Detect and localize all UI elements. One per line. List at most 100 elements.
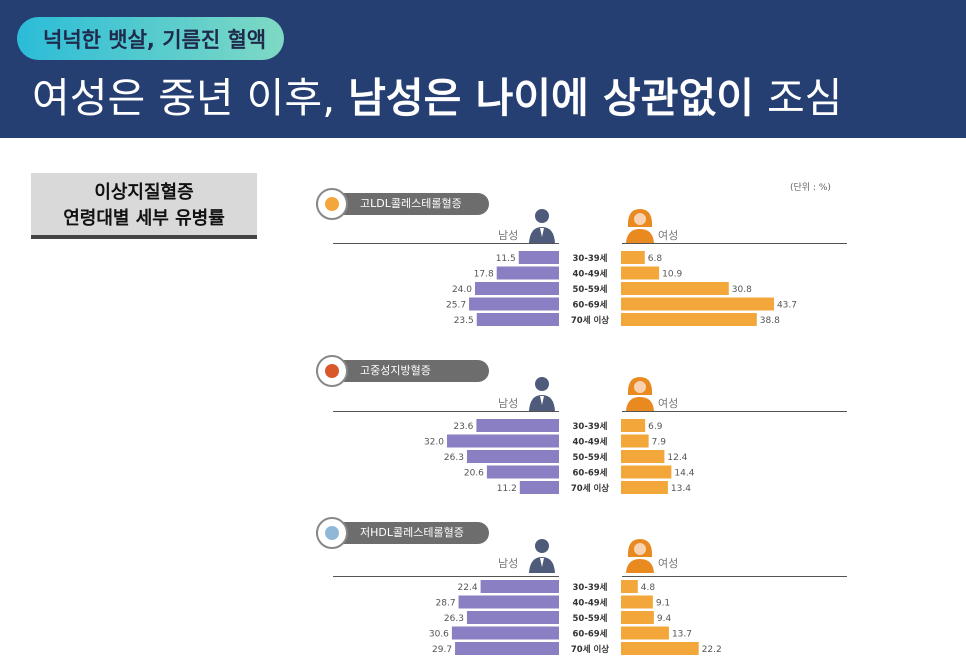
- bar-male: [466, 611, 559, 624]
- bar-male: [519, 481, 559, 494]
- data-label-female: 38.8: [760, 316, 780, 326]
- data-label-male: 23.5: [454, 316, 474, 326]
- bar-female: [621, 434, 649, 448]
- data-label-male: 23.6: [453, 422, 473, 432]
- topic-pill: 넉넉한 뱃살, 기름진 혈액: [17, 17, 285, 60]
- category-label: 30-39세: [572, 421, 607, 432]
- bar-female: [621, 297, 774, 311]
- male-axis-line: [333, 576, 559, 577]
- bar-female: [621, 465, 672, 479]
- data-label-male: 11.5: [496, 254, 516, 264]
- category-label: 60-69세: [572, 300, 607, 311]
- legend-female: 여성: [658, 557, 679, 570]
- female-axis-line: [622, 243, 847, 244]
- category-label: 40-49세: [572, 437, 607, 448]
- bar-female: [621, 642, 699, 655]
- bar-male: [469, 297, 559, 311]
- data-label-female: 13.4: [671, 484, 691, 494]
- legend-female: 여성: [658, 229, 679, 242]
- side-label-line2: 연령대별 세부 유병률: [63, 208, 225, 229]
- page-title: 여성은 중년 이후, 남성은 나이에 상관없이 조심: [32, 64, 842, 124]
- data-label-male: 11.2: [497, 484, 517, 494]
- side-label: 이상지질혈증 연령대별 세부 유병률: [31, 173, 257, 239]
- category-label: 50-59세: [572, 284, 607, 295]
- data-label-male: 29.7: [432, 645, 452, 655]
- legend-male: 남성: [498, 397, 519, 410]
- data-label-male: 25.7: [446, 301, 466, 311]
- bar-female: [621, 595, 653, 609]
- male-axis-line: [333, 411, 559, 412]
- data-label-male: 26.3: [444, 614, 464, 624]
- data-label-female: 6.8: [648, 254, 663, 264]
- data-label-male: 22.4: [458, 583, 478, 593]
- data-label-female: 22.2: [702, 645, 722, 655]
- bar-male: [476, 419, 559, 432]
- data-label-male: 30.6: [429, 630, 449, 640]
- bar-female: [621, 450, 665, 463]
- section-title-tg: 고중성지방혈증: [360, 364, 431, 377]
- bar-male: [486, 465, 559, 479]
- data-label-female: 7.9: [652, 438, 667, 448]
- bar-female: [621, 626, 669, 640]
- bar-female: [621, 313, 757, 326]
- bar-female: [621, 282, 729, 295]
- male-axis-line: [333, 243, 559, 244]
- bar-male: [466, 450, 559, 463]
- data-label-female: 10.9: [662, 270, 682, 280]
- category-label: 50-59세: [572, 613, 607, 624]
- data-label-male: 28.7: [436, 599, 456, 609]
- man-icon: [529, 377, 555, 411]
- data-label-male: 17.8: [474, 270, 494, 280]
- topic-pill-text: 넉넉한 뱃살, 기름진 혈액: [43, 27, 267, 52]
- bar-male: [476, 313, 559, 326]
- category-label: 60-69세: [572, 468, 607, 479]
- section-tab-hdl: 저HDL콜레스테롤혈증: [316, 522, 489, 544]
- data-label-female: 13.7: [672, 630, 692, 640]
- category-label: 50-59세: [572, 452, 607, 463]
- bar-male: [455, 642, 559, 655]
- category-label: 40-49세: [572, 598, 607, 609]
- data-label-female: 12.4: [667, 453, 687, 463]
- category-label: 40-49세: [572, 269, 607, 280]
- data-label-female: 4.8: [641, 583, 656, 593]
- side-label-line1: 이상지질혈증: [94, 182, 194, 203]
- bar-female: [621, 251, 645, 264]
- legend-female: 여성: [658, 397, 679, 410]
- woman-icon: [626, 539, 654, 573]
- bar-female: [621, 580, 638, 593]
- bar-female: [621, 611, 654, 624]
- man-icon: [529, 209, 555, 243]
- section-title-hdl: 저HDL콜레스테롤혈증: [360, 526, 464, 539]
- unit-label: (단위 : %): [790, 183, 831, 193]
- section-tab-tg: 고중성지방혈증: [316, 360, 489, 382]
- female-axis-line: [622, 411, 847, 412]
- blood-cell-icon: [316, 517, 348, 549]
- bar-male: [447, 434, 559, 448]
- category-label: 60-69세: [572, 629, 607, 640]
- section-tab-ldl: 고LDL콜레스테롤혈증: [316, 193, 489, 215]
- title-part-1: 여성은 중년 이후,: [32, 74, 349, 122]
- bar-female: [621, 266, 660, 280]
- data-label-male: 24.0: [452, 285, 472, 295]
- data-label-female: 6.9: [648, 422, 663, 432]
- bar-male: [458, 595, 559, 609]
- category-label: 30-39세: [572, 582, 607, 593]
- legend-male: 남성: [498, 557, 519, 570]
- data-label-male: 26.3: [444, 453, 464, 463]
- woman-icon: [626, 209, 654, 243]
- data-label-female: 30.8: [732, 285, 752, 295]
- section-title-ldl: 고LDL콜레스테롤혈증: [360, 197, 462, 210]
- data-label-female: 9.4: [657, 614, 672, 624]
- category-label: 70세 이상: [571, 483, 609, 494]
- bar-male: [518, 251, 559, 264]
- category-label: 70세 이상: [571, 315, 609, 326]
- header-banner: 넉넉한 뱃살, 기름진 혈액 여성은 중년 이후, 남성은 나이에 상관없이 조…: [0, 0, 966, 138]
- bar-male: [496, 266, 559, 280]
- bar-male: [475, 282, 559, 295]
- flask-icon: [316, 188, 348, 220]
- bar-female: [621, 481, 668, 494]
- bar-male: [480, 580, 559, 593]
- bar-female: [621, 419, 646, 432]
- data-label-female: 14.4: [674, 469, 694, 479]
- title-bold: 남성은 나이에 상관없이: [348, 74, 754, 122]
